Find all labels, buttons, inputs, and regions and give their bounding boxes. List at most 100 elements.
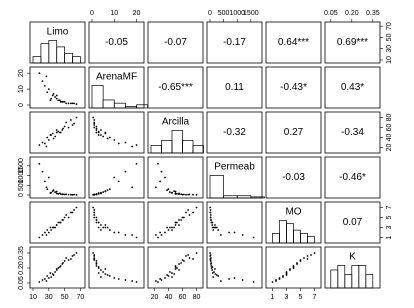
point (73, 254, 75, 256)
point (113, 277, 116, 279)
point (102, 226, 105, 229)
point (167, 229, 170, 231)
point (70, 258, 72, 260)
histogram-bar (250, 196, 265, 199)
point (209, 260, 212, 262)
histogram-bar (365, 274, 374, 289)
x-tick-label: 10 (29, 294, 37, 301)
point (46, 136, 49, 139)
point (160, 170, 163, 173)
point (252, 281, 255, 283)
point (73, 102, 75, 105)
histogram-bar (182, 140, 194, 154)
point (174, 221, 177, 224)
correlation: 0.07 (343, 217, 363, 228)
x-tick-label: 80 (193, 294, 201, 301)
point (181, 259, 184, 261)
point (209, 211, 212, 214)
point (43, 85, 46, 87)
point (50, 191, 53, 194)
point (102, 135, 105, 138)
point (95, 265, 98, 267)
point (117, 278, 120, 280)
point (54, 226, 57, 229)
panel (265, 246, 322, 289)
panel (324, 66, 381, 109)
point (46, 91, 49, 94)
point (100, 276, 102, 278)
point (183, 193, 185, 196)
point (131, 234, 133, 236)
point (178, 224, 180, 226)
histogram-bar (150, 145, 162, 154)
point (233, 277, 236, 279)
point (174, 192, 177, 195)
point (192, 258, 194, 260)
point (65, 257, 68, 259)
histogram-bar (32, 56, 42, 64)
point (285, 274, 288, 276)
panel (29, 66, 86, 109)
correlation: -0.07 (164, 37, 187, 48)
point (93, 209, 96, 211)
point (210, 219, 212, 221)
panel (147, 156, 204, 199)
point (52, 189, 55, 192)
point (47, 139, 50, 141)
point (292, 266, 295, 268)
point (95, 125, 98, 128)
point (174, 268, 177, 270)
point (70, 102, 72, 105)
point (192, 211, 194, 214)
point (97, 221, 100, 224)
point (159, 231, 162, 234)
point (45, 145, 48, 148)
histogram-bar (351, 265, 360, 289)
point (271, 281, 274, 283)
point (57, 192, 60, 195)
point (171, 272, 173, 274)
y-tick-label: 10 (18, 85, 25, 93)
point (166, 274, 169, 276)
point (108, 229, 111, 231)
point (57, 130, 60, 133)
point (52, 137, 55, 140)
point (43, 231, 46, 234)
panel (147, 201, 204, 244)
point (100, 224, 102, 226)
point (50, 134, 53, 136)
histogram-bar (113, 102, 126, 109)
x-tick-label: 20 (151, 294, 159, 301)
point (73, 193, 75, 196)
point (211, 221, 214, 224)
point (65, 102, 68, 105)
point (63, 216, 66, 219)
point (97, 192, 100, 195)
point (50, 229, 53, 231)
panel (88, 21, 145, 64)
point (113, 139, 116, 141)
point (92, 252, 95, 254)
point (71, 124, 74, 126)
point (67, 259, 70, 261)
point (41, 80, 44, 83)
panel (29, 246, 86, 289)
histogram-bar (171, 130, 183, 154)
point (173, 190, 176, 193)
point (214, 226, 217, 229)
x-tick-label: 10 (110, 10, 118, 17)
point (278, 278, 281, 280)
point (183, 260, 185, 262)
histogram-bar (279, 220, 287, 244)
panel (324, 201, 381, 244)
point (212, 276, 215, 278)
point (215, 274, 218, 276)
x-tick-label: 30 (45, 294, 53, 301)
point (73, 209, 75, 211)
point (104, 273, 107, 275)
point (155, 234, 157, 236)
point (46, 229, 49, 231)
point (282, 276, 284, 278)
point (104, 268, 107, 270)
point (93, 211, 96, 214)
